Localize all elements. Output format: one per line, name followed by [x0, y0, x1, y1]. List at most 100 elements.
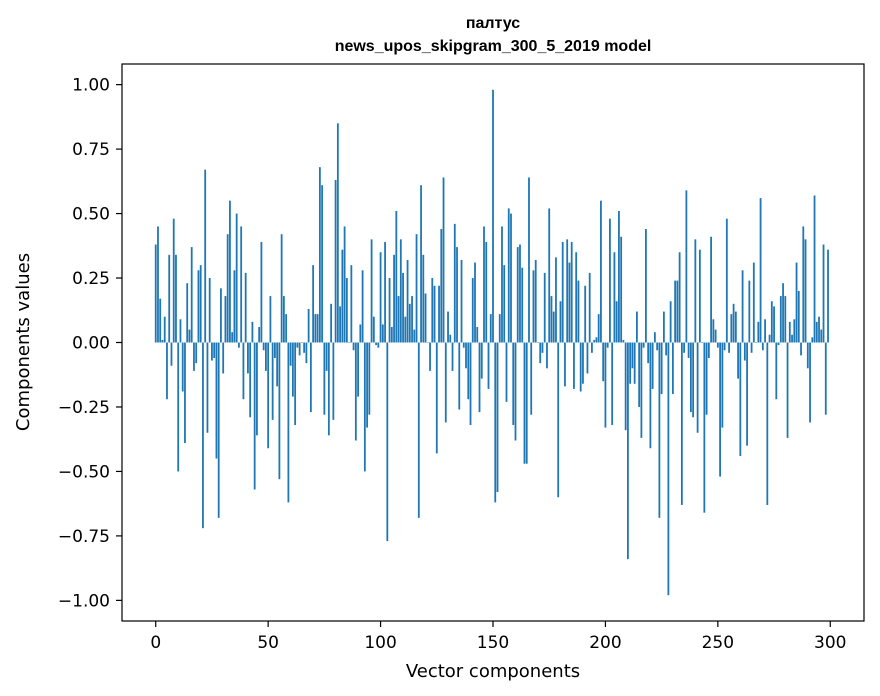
bar — [480, 342, 483, 379]
bar — [354, 342, 357, 441]
bar — [519, 244, 521, 343]
bar — [175, 254, 177, 343]
bar — [766, 342, 769, 505]
bar — [813, 195, 816, 343]
bar — [334, 180, 337, 343]
bar — [253, 342, 256, 490]
bar — [615, 301, 618, 343]
bar — [800, 342, 802, 356]
bar — [238, 342, 240, 348]
bar — [231, 332, 234, 343]
bar — [422, 254, 425, 343]
bar — [465, 342, 467, 369]
bar — [604, 342, 607, 428]
bar — [377, 342, 380, 348]
bar — [462, 342, 465, 348]
bar — [743, 342, 746, 361]
bar — [667, 342, 670, 596]
bar — [435, 342, 438, 454]
bar — [746, 342, 748, 446]
bar — [707, 342, 710, 358]
bar — [676, 280, 679, 343]
bar — [222, 342, 225, 374]
bar — [680, 342, 683, 505]
bar — [485, 241, 488, 343]
bar — [474, 262, 476, 343]
bar — [235, 213, 238, 343]
bar — [539, 342, 542, 364]
bar — [258, 327, 261, 343]
bar — [487, 342, 490, 389]
bar — [220, 288, 222, 343]
bar — [656, 342, 659, 351]
bar — [795, 262, 798, 343]
bar — [343, 226, 346, 343]
x-tick-label: 50 — [257, 633, 279, 653]
bar — [278, 342, 281, 480]
bar — [755, 342, 757, 343]
bar — [420, 185, 422, 343]
bar — [660, 342, 663, 395]
x-tick-label: 250 — [702, 633, 734, 653]
bar — [386, 342, 389, 542]
bar — [361, 270, 364, 343]
bar — [802, 226, 805, 343]
bar — [188, 329, 191, 343]
bar — [748, 280, 751, 343]
bar — [274, 342, 276, 358]
bar — [388, 278, 391, 343]
bar — [651, 342, 654, 389]
bar — [618, 210, 620, 343]
bar — [568, 262, 571, 343]
bar — [631, 342, 634, 369]
bar — [397, 296, 400, 343]
bar — [638, 342, 641, 407]
bar — [752, 262, 755, 343]
bar — [161, 339, 164, 343]
y-tick-label: −0.25 — [58, 398, 110, 418]
bar — [451, 342, 454, 371]
bar — [546, 342, 548, 369]
bar — [417, 342, 420, 518]
bar — [408, 303, 411, 343]
bar — [716, 342, 719, 348]
bar — [204, 169, 207, 343]
bar — [370, 239, 373, 343]
bar — [712, 319, 715, 343]
bar — [339, 306, 341, 343]
bar — [307, 308, 310, 343]
bar — [788, 321, 791, 343]
bar — [251, 321, 254, 343]
bar — [806, 342, 809, 369]
bar — [280, 234, 283, 343]
bar — [521, 267, 524, 343]
bar — [588, 272, 591, 343]
bar-series — [154, 89, 829, 596]
bar — [557, 342, 560, 498]
chart-subtitle: news_upos_skipgram_300_5_2019 model — [335, 38, 652, 55]
bar — [352, 342, 355, 351]
bar — [822, 244, 825, 343]
bar — [642, 342, 645, 348]
bar — [478, 342, 481, 413]
bar — [541, 342, 544, 353]
bar — [345, 278, 348, 343]
bar — [476, 327, 479, 343]
bar — [786, 342, 789, 438]
bar — [267, 342, 270, 449]
bar — [564, 342, 566, 387]
bar — [525, 342, 528, 464]
bar — [611, 342, 614, 426]
bar — [215, 342, 218, 459]
bar — [725, 218, 728, 343]
bar — [662, 311, 665, 343]
bar — [211, 342, 213, 361]
bar — [224, 296, 227, 343]
bar — [548, 208, 551, 343]
bar — [195, 342, 198, 364]
bar — [701, 342, 704, 343]
bar — [190, 247, 193, 343]
bar — [249, 342, 252, 418]
bar — [390, 327, 393, 343]
bar — [469, 342, 472, 426]
